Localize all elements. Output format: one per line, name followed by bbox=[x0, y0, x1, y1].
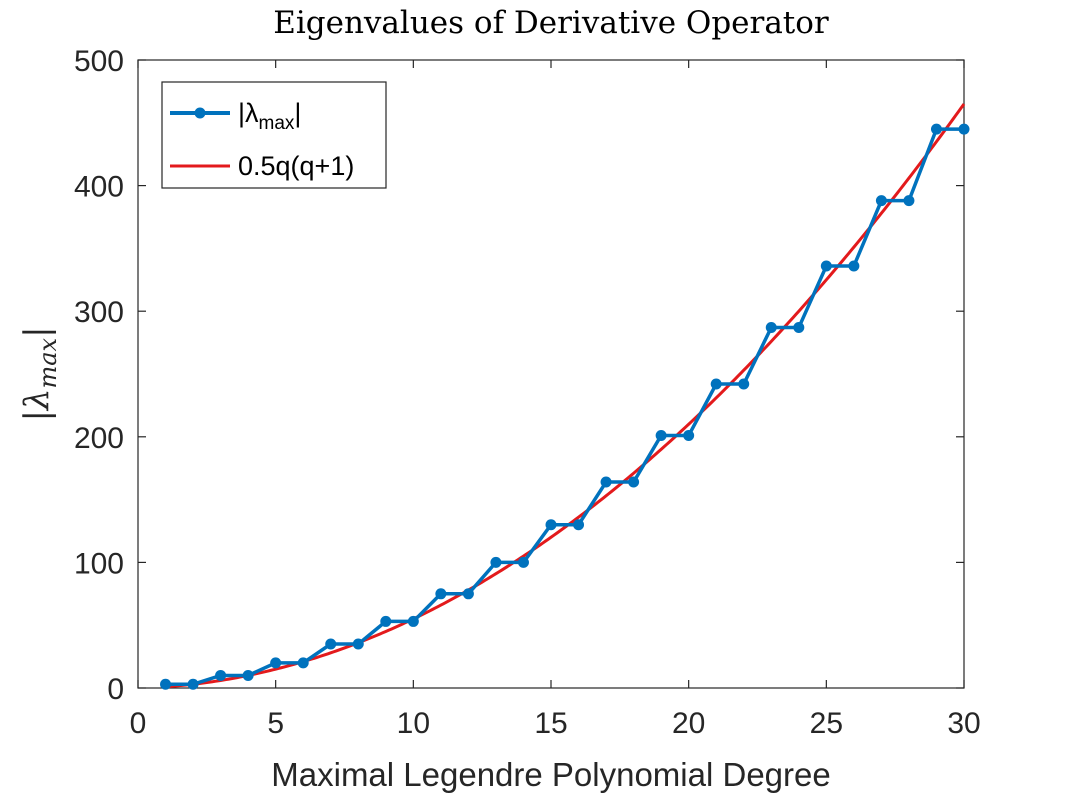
data-point bbox=[628, 476, 640, 488]
data-point bbox=[958, 123, 970, 135]
data-point bbox=[490, 556, 502, 568]
x-tick-label: 15 bbox=[534, 707, 567, 740]
data-point bbox=[435, 588, 447, 600]
data-point bbox=[215, 669, 227, 681]
data-point bbox=[352, 638, 364, 650]
data-point bbox=[380, 615, 392, 627]
data-point bbox=[187, 678, 199, 690]
data-point bbox=[875, 195, 887, 207]
x-axis: 0 5 10 15 20 25 30 bbox=[130, 60, 981, 740]
x-tick-label: 20 bbox=[672, 707, 705, 740]
data-point bbox=[655, 430, 667, 442]
data-point bbox=[930, 123, 942, 135]
y-axis: 0 100 200 300 400 500 bbox=[74, 45, 964, 706]
data-point bbox=[820, 260, 832, 272]
x-axis-label: Maximal Legendre Polynomial Degree bbox=[271, 756, 830, 793]
y-axis-label: |λmax| bbox=[17, 326, 62, 421]
legend-label-series-1: |λmax| bbox=[238, 98, 301, 134]
x-tick-label: 25 bbox=[810, 707, 843, 740]
series-layer bbox=[160, 103, 970, 690]
data-point bbox=[848, 260, 860, 272]
data-point bbox=[297, 657, 309, 669]
legend-box bbox=[161, 81, 387, 189]
y-tick-label: 0 bbox=[107, 673, 124, 706]
data-point bbox=[765, 322, 777, 334]
data-point bbox=[242, 669, 254, 681]
data-point bbox=[903, 195, 915, 207]
y-tick-label: 300 bbox=[74, 296, 124, 329]
legend-marker-series-1 bbox=[194, 107, 206, 119]
x-tick-label: 5 bbox=[267, 707, 284, 740]
y-tick-label: 400 bbox=[74, 171, 124, 204]
data-point bbox=[738, 378, 750, 390]
data-point bbox=[517, 556, 529, 568]
data-point bbox=[793, 322, 805, 334]
data-point bbox=[710, 378, 722, 390]
data-point bbox=[325, 638, 337, 650]
data-point bbox=[545, 519, 557, 531]
y-tick-label: 100 bbox=[74, 547, 124, 580]
x-tick-label: 30 bbox=[947, 707, 980, 740]
x-tick-label: 0 bbox=[130, 707, 147, 740]
data-point bbox=[270, 657, 282, 669]
legend-label-series-2: 0.5q(q+1) bbox=[238, 151, 354, 181]
data-point bbox=[462, 588, 474, 600]
svg-text:|λmax|: |λmax| bbox=[17, 326, 62, 421]
data-point bbox=[160, 678, 172, 690]
data-point bbox=[600, 476, 612, 488]
y-tick-label: 200 bbox=[74, 422, 124, 455]
data-point bbox=[407, 615, 419, 627]
x-tick-label: 10 bbox=[397, 707, 430, 740]
chart-title: Eigenvalues of Derivative Operator bbox=[273, 5, 829, 41]
legend: |λmax| 0.5q(q+1) bbox=[161, 81, 387, 189]
data-point bbox=[573, 519, 585, 531]
y-tick-label: 500 bbox=[74, 45, 124, 78]
data-point bbox=[683, 430, 695, 442]
